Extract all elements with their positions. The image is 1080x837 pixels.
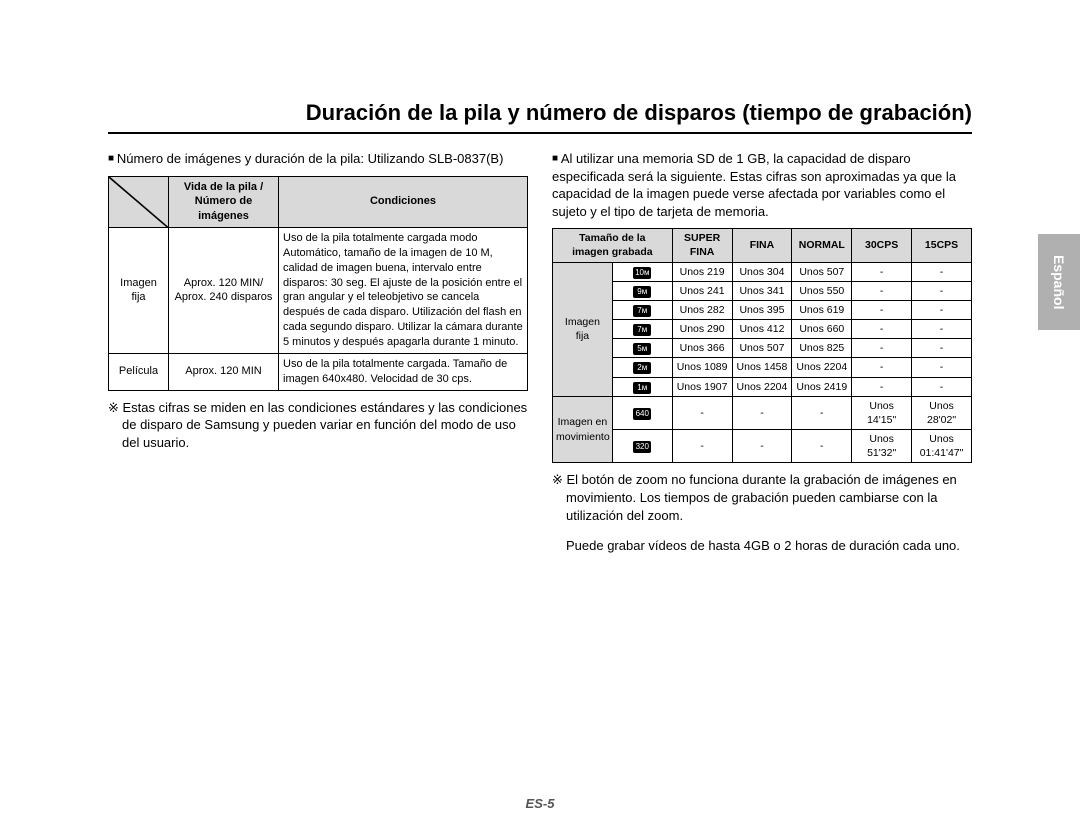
th-life: Vida de la pila / Número de imágenes: [169, 176, 279, 228]
language-tab: Español: [1038, 234, 1080, 330]
th-30: 30CPS: [852, 229, 912, 262]
cell: Unos 282: [672, 300, 732, 319]
cell: -: [912, 300, 972, 319]
cell: -: [792, 396, 852, 429]
diag-header: [109, 176, 169, 228]
size-icon: 320: [612, 430, 672, 463]
cell: -: [912, 377, 972, 396]
cell: -: [852, 358, 912, 377]
battery-table: Vida de la pila / Número de imágenes Con…: [108, 176, 528, 391]
cell: Unos 51'32": [852, 430, 912, 463]
left-column: Número de imágenes y duración de la pila…: [108, 150, 528, 561]
cell: -: [912, 262, 972, 281]
th-n: NORMAL: [792, 229, 852, 262]
size-icon: 1ᴍ: [612, 377, 672, 396]
cell: Unos 412: [732, 320, 792, 339]
cell: Unos 01:41'47": [912, 430, 972, 463]
cell: Unos 660: [792, 320, 852, 339]
size-icon: 2ᴍ: [612, 358, 672, 377]
group-movie: Imagen en movimiento: [553, 396, 613, 463]
size-icon: 9ᴍ: [612, 281, 672, 300]
cell: Unos 825: [792, 339, 852, 358]
cell: -: [672, 430, 732, 463]
page-number: ES-5: [0, 796, 1080, 811]
right-column: Al utilizar una memoria SD de 1 GB, la c…: [552, 150, 1032, 561]
cell: -: [792, 430, 852, 463]
cell: -: [732, 430, 792, 463]
th-cond: Condiciones: [279, 176, 528, 228]
cell: Unos 619: [792, 300, 852, 319]
cell: Unos 550: [792, 281, 852, 300]
cell: Unos 366: [672, 339, 732, 358]
right-note: El botón de zoom no funciona durante la …: [552, 471, 972, 524]
cell: -: [852, 377, 912, 396]
page-title: Duración de la pila y número de disparos…: [108, 100, 972, 134]
cell: Unos 395: [732, 300, 792, 319]
cell: Unos 507: [732, 339, 792, 358]
cell: Unos 28'02": [912, 396, 972, 429]
cell: -: [912, 281, 972, 300]
manual-page: Duración de la pila y número de disparos…: [0, 0, 1080, 837]
cell: Unos 290: [672, 320, 732, 339]
size-icon: 5ᴍ: [612, 339, 672, 358]
size-icon: 7ᴍ: [612, 300, 672, 319]
size-icon: 640: [612, 396, 672, 429]
row2-c2: Aprox. 120 MIN: [169, 353, 279, 390]
right-lead: Al utilizar una memoria SD de 1 GB, la c…: [552, 150, 972, 220]
cell: -: [852, 300, 912, 319]
cell: Unos 219: [672, 262, 732, 281]
th-sf: SUPER FINA: [672, 229, 732, 262]
cell: Unos 341: [732, 281, 792, 300]
th-15: 15CPS: [912, 229, 972, 262]
cell: Unos 1089: [672, 358, 732, 377]
cell: -: [852, 262, 912, 281]
cell: Unos 1458: [732, 358, 792, 377]
cell: -: [852, 281, 912, 300]
cell: Unos 2204: [732, 377, 792, 396]
row1-c1: Imagen fija: [109, 228, 169, 354]
size-icon: 10ᴍ: [612, 262, 672, 281]
content-columns: Número de imágenes y duración de la pila…: [108, 150, 1032, 561]
group-still: Imagen fija: [553, 262, 613, 396]
row1-c3: Uso de la pila totalmente cargada modo A…: [279, 228, 528, 354]
row2-c3: Uso de la pila totalmente cargada. Tamañ…: [279, 353, 528, 390]
cell: Unos 2419: [792, 377, 852, 396]
cell: Unos 1907: [672, 377, 732, 396]
cell: Unos 507: [792, 262, 852, 281]
right-note2: Puede grabar vídeos de hasta 4GB o 2 hor…: [552, 537, 972, 555]
cell: -: [732, 396, 792, 429]
capacity-table: Tamaño de la imagen grabada SUPER FINA F…: [552, 228, 972, 463]
cell: -: [912, 339, 972, 358]
row2-c1: Película: [109, 353, 169, 390]
language-tab-label: Español: [1051, 255, 1067, 309]
cell: Unos 2204: [792, 358, 852, 377]
cell: -: [912, 358, 972, 377]
cell: -: [852, 320, 912, 339]
cell: -: [912, 320, 972, 339]
row1-c2: Aprox. 120 MIN/ Aprox. 240 disparos: [169, 228, 279, 354]
cell: Unos 241: [672, 281, 732, 300]
th-size: Tamaño de la imagen grabada: [553, 229, 673, 262]
cell: -: [672, 396, 732, 429]
cell: Unos 14'15": [852, 396, 912, 429]
left-lead: Número de imágenes y duración de la pila…: [108, 150, 528, 168]
size-icon: 7ᴍ: [612, 320, 672, 339]
cell: -: [852, 339, 912, 358]
cell: Unos 304: [732, 262, 792, 281]
left-note: Estas cifras se miden en las condiciones…: [108, 399, 528, 452]
th-f: FINA: [732, 229, 792, 262]
